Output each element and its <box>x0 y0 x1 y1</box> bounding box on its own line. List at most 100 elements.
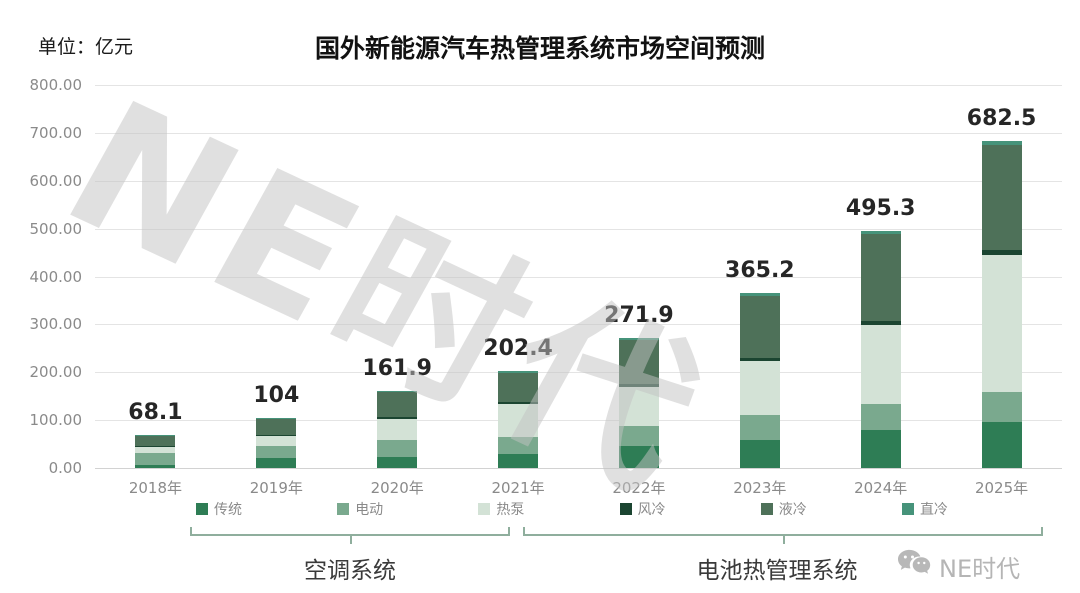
legend: 传统 电动 热泵 风冷 液冷 直冷 <box>196 499 948 519</box>
bar-segment-热泵 <box>256 436 297 446</box>
bar-segment-热泵 <box>981 255 1022 392</box>
bar-segment-液冷 <box>498 372 539 402</box>
legend-item-液冷: 液冷 <box>760 499 807 519</box>
legend-swatch <box>619 503 632 515</box>
legend-swatch <box>478 503 491 515</box>
bar-stack <box>739 293 780 468</box>
y-axis-label: 700.00 <box>29 123 83 142</box>
bar-stack <box>377 390 418 468</box>
bar-segment-风冷 <box>739 357 780 361</box>
gridline <box>95 324 1062 326</box>
bracket-tick <box>783 535 785 544</box>
bar-segment-液冷 <box>981 144 1022 251</box>
gridline <box>95 372 1062 374</box>
bar-segment-风冷 <box>256 435 297 437</box>
legend-swatch <box>760 503 773 515</box>
brand-logo: NE时代 <box>896 548 1020 584</box>
legend-label: 液冷 <box>778 502 807 518</box>
legend-item-传统: 传统 <box>196 499 242 519</box>
bar-stack <box>135 435 176 468</box>
bar-stack <box>981 141 1022 468</box>
y-axis-label: 200.00 <box>29 363 83 382</box>
bar-segment-液冷 <box>135 435 176 446</box>
bar-segment-风冷 <box>135 446 176 447</box>
bar-column: 161.9 2020年 <box>337 85 458 498</box>
bar-column: 271.9 2022年 <box>579 85 700 497</box>
y-axis-label: 800.00 <box>29 76 83 94</box>
bar-total-label: 161.9 <box>362 355 432 381</box>
bar-segment-直冷 <box>860 230 901 234</box>
bar-segment-直冷 <box>618 337 659 341</box>
bar-segment-传统 <box>377 457 418 468</box>
x-axis-label: 2020年 <box>370 479 424 497</box>
x-axis-label: 2019年 <box>249 479 303 497</box>
legend-label: 电动 <box>355 502 384 518</box>
group-bracket-ac <box>190 527 510 545</box>
bar-segment-风冷 <box>377 417 418 420</box>
bar-segment-风冷 <box>860 321 901 325</box>
bar-segment-直冷 <box>256 418 297 420</box>
group-label-ac: 空调系统 <box>304 558 396 584</box>
bar-column: 202.4 2021年 <box>458 85 579 497</box>
bracket-tick <box>350 535 352 544</box>
bar-segment-电动 <box>739 414 780 440</box>
y-axis-label: 500.00 <box>29 219 83 238</box>
legend-swatch <box>901 503 914 515</box>
y-axis-label: 100.00 <box>29 411 83 430</box>
group-label-battery: 电池热管理系统 <box>696 558 858 584</box>
bar-segment-电动 <box>618 426 659 447</box>
logo-text: NE时代 <box>939 554 1021 583</box>
bar-segment-电动 <box>135 452 176 465</box>
x-axis-label: 2025年 <box>974 479 1029 497</box>
bar-segment-热泵 <box>618 386 659 427</box>
bar-segment-传统 <box>256 458 297 468</box>
bar-segment-风冷 <box>618 384 659 387</box>
y-axis: 800.00 700.00 600.00 500.00 400.00 300.00 200.… <box>14 76 90 477</box>
bar-segment-电动 <box>860 403 901 430</box>
bar-column: 682.5 2025年 <box>941 85 1062 497</box>
bar-segment-传统 <box>739 439 780 468</box>
bar-segment-直冷 <box>739 293 780 296</box>
bar-column: 365.2 2023年 <box>699 85 820 497</box>
bar-segment-液冷 <box>377 392 418 418</box>
gridline <box>95 132 1062 134</box>
bar-segment-热泵 <box>135 446 176 453</box>
plot-area: 68.1 2018年 104 2019年 161.9 2020年 202.4 2021年 271… <box>95 85 1062 498</box>
legend-swatch <box>337 503 350 515</box>
bar-segment-直冷 <box>135 435 176 436</box>
chart-title: 国外新能源汽车热管理系统市场空间预测 <box>314 34 765 63</box>
bar-total-label: 68.1 <box>128 400 183 426</box>
y-axis-label: 300.00 <box>29 315 83 334</box>
wechat-icon <box>896 548 932 584</box>
legend-item-热泵: 热泵 <box>478 499 524 519</box>
x-axis-label: 2021年 <box>491 479 545 497</box>
gridline <box>95 85 1062 86</box>
bar-column: 495.3 2024年 <box>820 85 941 497</box>
bar-total-label: 365.2 <box>725 258 795 284</box>
legend-label: 热泵 <box>496 502 525 518</box>
legend-label: 风冷 <box>637 502 666 518</box>
x-axis-label: 2024年 <box>854 479 908 497</box>
bar-segment-直冷 <box>498 371 539 373</box>
bar-segment-液冷 <box>256 419 297 436</box>
legend-label: 直冷 <box>919 502 948 518</box>
bar-segment-传统 <box>860 429 901 468</box>
bar-column: 104 2019年 <box>216 85 337 497</box>
bar-segment-液冷 <box>860 233 901 322</box>
bar-segment-电动 <box>256 446 297 459</box>
gridline <box>95 228 1062 230</box>
y-axis-label: 0.00 <box>48 459 82 477</box>
legend-item-直冷: 直冷 <box>901 499 948 519</box>
bar-total-label: 202.4 <box>483 336 553 362</box>
gridline <box>95 420 1062 422</box>
gridline <box>95 180 1062 182</box>
legend-label: 传统 <box>214 502 242 518</box>
group-bracket-battery <box>523 527 1043 545</box>
bar-segment-直冷 <box>981 141 1022 145</box>
legend-item-电动: 电动 <box>337 499 383 519</box>
bar-segment-传统 <box>498 454 539 468</box>
bar-row: 68.1 2018年 104 2019年 161.9 2020年 202.4 2021年 271… <box>95 85 1062 498</box>
bar-segment-热泵 <box>498 403 539 438</box>
bar-segment-电动 <box>377 440 418 458</box>
bar-column: 68.1 2018年 <box>95 85 216 497</box>
